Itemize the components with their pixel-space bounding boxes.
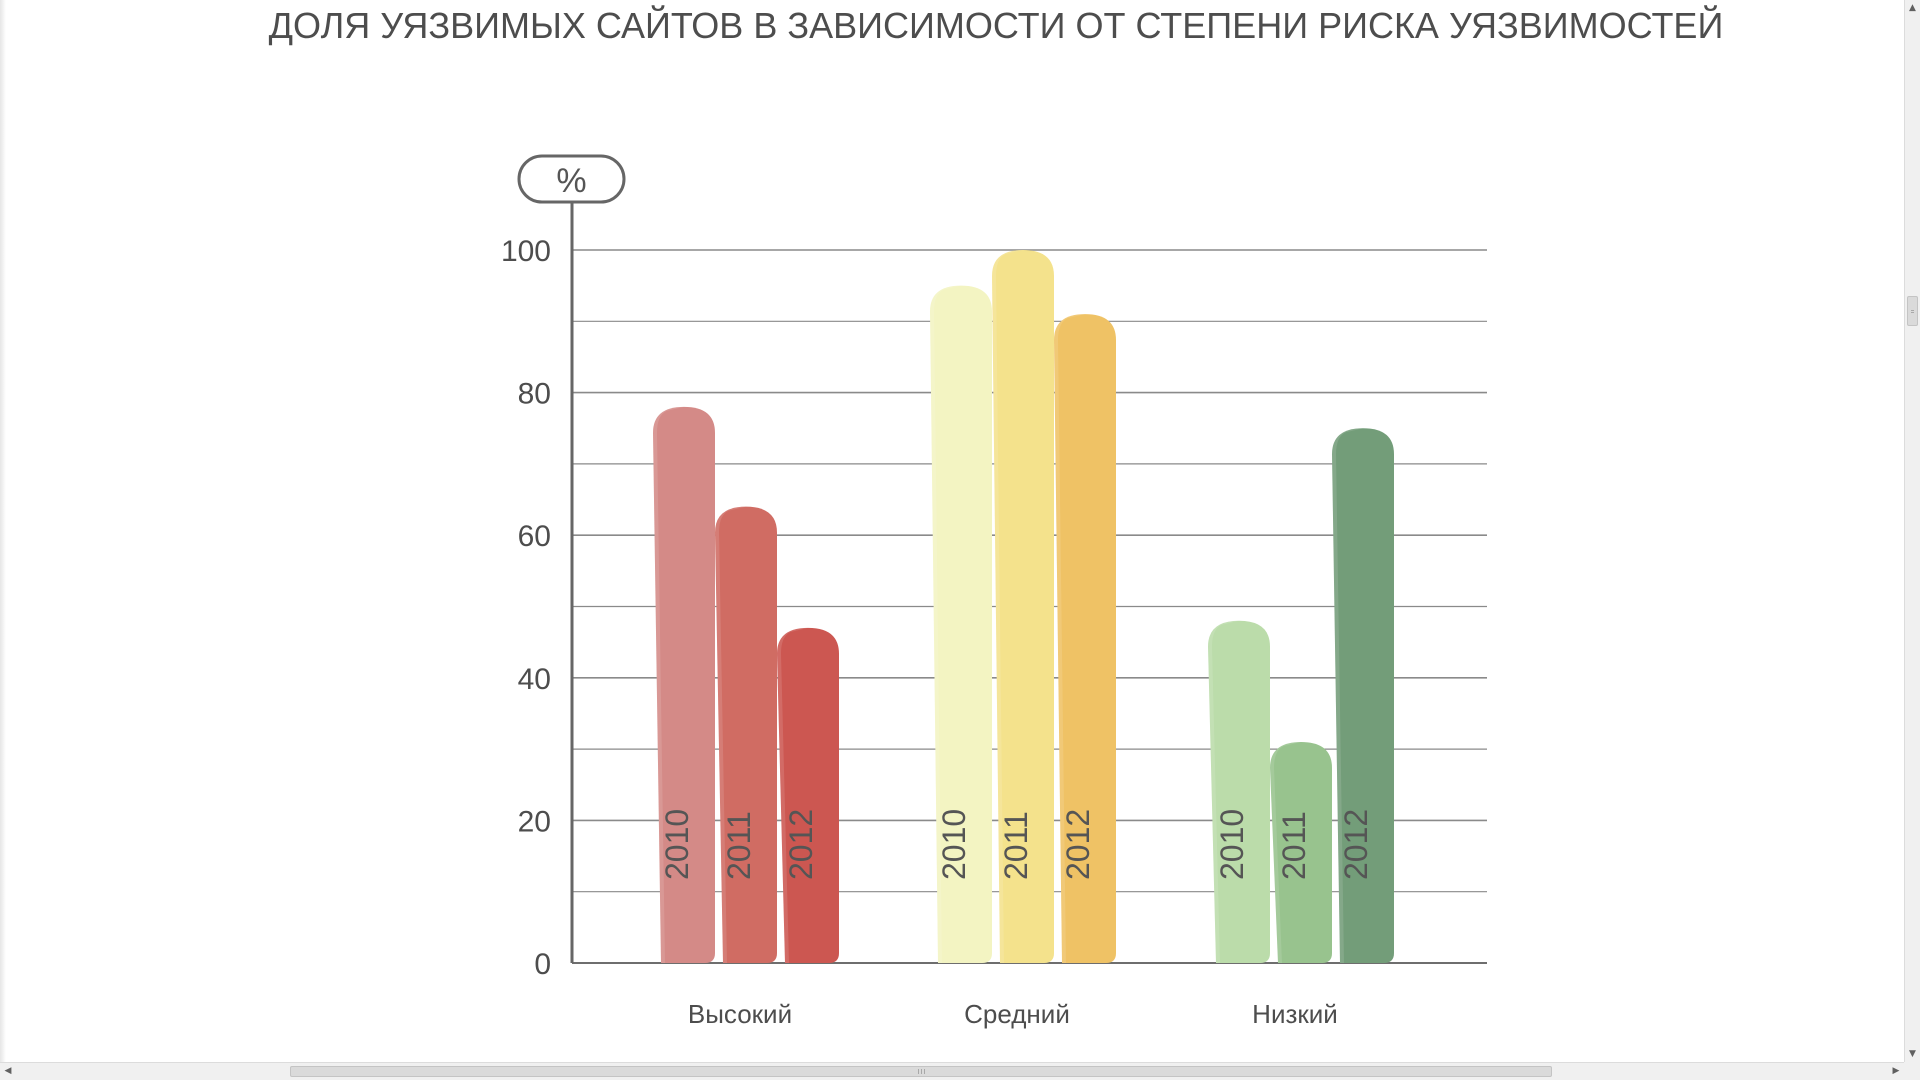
bar-year-label: 2010 xyxy=(659,809,695,880)
y-tick-label: 0 xyxy=(534,948,551,981)
category-label: Низкий xyxy=(1252,999,1338,1029)
bar-highlight xyxy=(1054,314,1085,963)
vertical-scroll-thumb[interactable] xyxy=(1907,296,1918,326)
scrollbar-corner xyxy=(1904,1062,1920,1080)
y-tick-label: 80 xyxy=(518,378,551,411)
bar-year-label: 2010 xyxy=(1214,809,1250,880)
bar-highlight xyxy=(930,285,961,963)
y-tick-label: 60 xyxy=(518,520,551,553)
bar xyxy=(1208,620,1270,963)
chart-title: ДОЛЯ УЯЗВИМЫХ САЙТОВ В ЗАВИСИМОСТИ ОТ СТ… xyxy=(269,4,1724,46)
bar xyxy=(653,406,715,963)
y-tick-label: 20 xyxy=(518,805,551,838)
bar-highlight xyxy=(653,406,684,963)
bar xyxy=(992,250,1054,963)
y-tick-label: 100 xyxy=(501,235,551,268)
scroll-up-arrow-icon[interactable]: ▲ xyxy=(1909,3,1916,13)
bars: 2010 2011 2012 2010 2011 2012 2010 2011 2012 xyxy=(653,250,1394,963)
category-label: Средний xyxy=(964,999,1070,1029)
bar-year-label: 2011 xyxy=(721,811,757,880)
bar xyxy=(1332,428,1394,963)
bar-highlight xyxy=(1270,741,1301,963)
bar-highlight xyxy=(715,506,746,963)
y-tick-labels: 0 20 40 60 80 100 xyxy=(501,235,551,981)
bar-year-label: 2011 xyxy=(1276,811,1312,880)
bar xyxy=(715,506,777,963)
bar-year-label: 2012 xyxy=(1060,809,1096,880)
bar-year-label: 2011 xyxy=(998,811,1034,880)
y-axis-unit-label: % xyxy=(556,162,586,200)
bar-year-label: 2012 xyxy=(1338,809,1374,880)
y-axis: % xyxy=(517,154,626,963)
bar xyxy=(1054,314,1116,963)
horizontal-scroll-thumb[interactable] xyxy=(290,1066,1552,1077)
category-label: Высокий xyxy=(688,999,792,1029)
y-tick-label: 40 xyxy=(518,663,551,696)
bar-highlight xyxy=(1332,428,1363,963)
window-left-edge xyxy=(0,0,6,1062)
thumb-grip xyxy=(918,1069,925,1074)
bar-highlight xyxy=(1208,620,1239,963)
bar-highlight xyxy=(777,627,808,963)
scroll-right-arrow-icon[interactable]: ▶ xyxy=(1892,1066,1900,1076)
bar xyxy=(777,627,839,963)
scroll-left-arrow-icon[interactable]: ◀ xyxy=(4,1066,12,1076)
scroll-down-arrow-icon[interactable]: ▼ xyxy=(1909,1049,1916,1059)
bar xyxy=(930,285,992,963)
bar-year-label: 2010 xyxy=(936,809,972,880)
thumb-grip xyxy=(1911,310,1914,311)
bar xyxy=(1270,741,1332,963)
horizontal-scrollbar[interactable]: ◀ ▶ xyxy=(0,1062,1904,1080)
bar-highlight xyxy=(992,250,1023,963)
thumb-grip xyxy=(1911,312,1914,313)
chart: ДОЛЯ УЯЗВИМЫХ САЙТОВ В ЗАВИСИМОСТИ ОТ СТ… xyxy=(269,4,1724,1029)
bar-year-label: 2012 xyxy=(783,809,819,880)
vertical-scrollbar[interactable]: ▲ ▼ xyxy=(1904,0,1920,1062)
category-labels: Высокий Средний Низкий xyxy=(688,999,1338,1029)
